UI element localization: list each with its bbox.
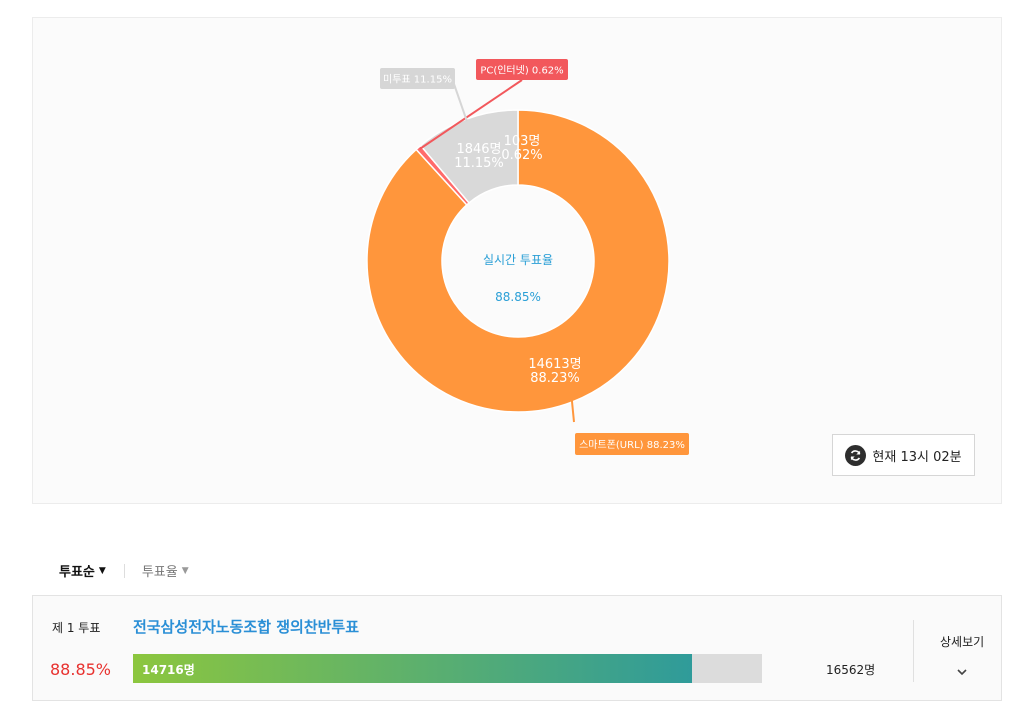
callout-box-novote: [380, 68, 455, 89]
vote-title[interactable]: 전국삼성전자노동조합 쟁의찬반투표: [133, 618, 360, 636]
callout-line-smartphone: [570, 399, 575, 423]
vote-rank-label: 제 1 투표: [52, 621, 101, 635]
callout-box-smartphone: [575, 433, 689, 455]
callout-label-smartphone: 스마트폰(URL) 88.23%: [579, 439, 685, 451]
refresh-time-label: 현재 13시 02분: [872, 449, 962, 465]
sort-by-vote-rate[interactable]: 투표율 ▼: [142, 561, 189, 580]
refresh-button[interactable]: 현재 13시 02분: [832, 434, 975, 476]
sort-by-vote-order[interactable]: 투표순 ▼: [59, 561, 106, 580]
callout-label-pc: PC(인터넷) 0.62%: [480, 65, 563, 77]
chevron-down-icon[interactable]: [957, 661, 967, 680]
callout-line-pc: [419, 79, 523, 150]
voted-count: 14716명: [142, 663, 195, 677]
vote-rate: 88.85%: [50, 660, 112, 679]
callout-label-novote: 미투표 11.15%: [383, 74, 452, 86]
slice-percent-label-smartphone: 88.23%: [530, 371, 580, 386]
vote-result-card: 제 1 투표 전국삼성전자노동조합 쟁의찬반투표 88.85% 14716명 1…: [32, 595, 1002, 701]
slice-count-label-smartphone: 14613명: [528, 357, 581, 372]
caret-down-icon: ▼: [98, 565, 106, 576]
callout-box-pc: [476, 59, 568, 80]
chart-panel: 14613명 88.23% 103명 0.62% 1846명 11.15% 스마트폰(URL…: [32, 17, 1002, 504]
callout-line-novote: [453, 83, 468, 122]
slice-count-label-novote: 1846명: [456, 142, 501, 157]
slice-percent-label-pc: 0.62%: [501, 148, 542, 163]
slice-percent-label-novote: 11.15%: [454, 156, 504, 171]
card-divider: [913, 620, 914, 682]
caret-down-icon: ▼: [181, 565, 189, 576]
vote-progress-bar: 14716명: [133, 654, 762, 683]
total-count: 16562명: [826, 663, 876, 677]
donut-slice-novote[interactable]: [419, 109, 519, 204]
donut-slice-smartphone[interactable]: [366, 109, 670, 413]
center-value: 88.85%: [495, 290, 541, 304]
sort-bar: 투표순 ▼ 투표율 ▼: [59, 561, 189, 580]
detail-button[interactable]: 상세보기: [940, 635, 985, 649]
sort-by-vote-rate-label: 투표율: [141, 565, 178, 580]
sort-divider: [123, 563, 125, 578]
center-label: 실시간 투표율: [483, 253, 553, 267]
refresh-icon: [845, 444, 867, 466]
slice-count-label-pc: 103명: [504, 134, 541, 149]
sort-by-vote-order-label: 투표순: [59, 565, 95, 580]
vote-progress-fill: [133, 654, 692, 683]
